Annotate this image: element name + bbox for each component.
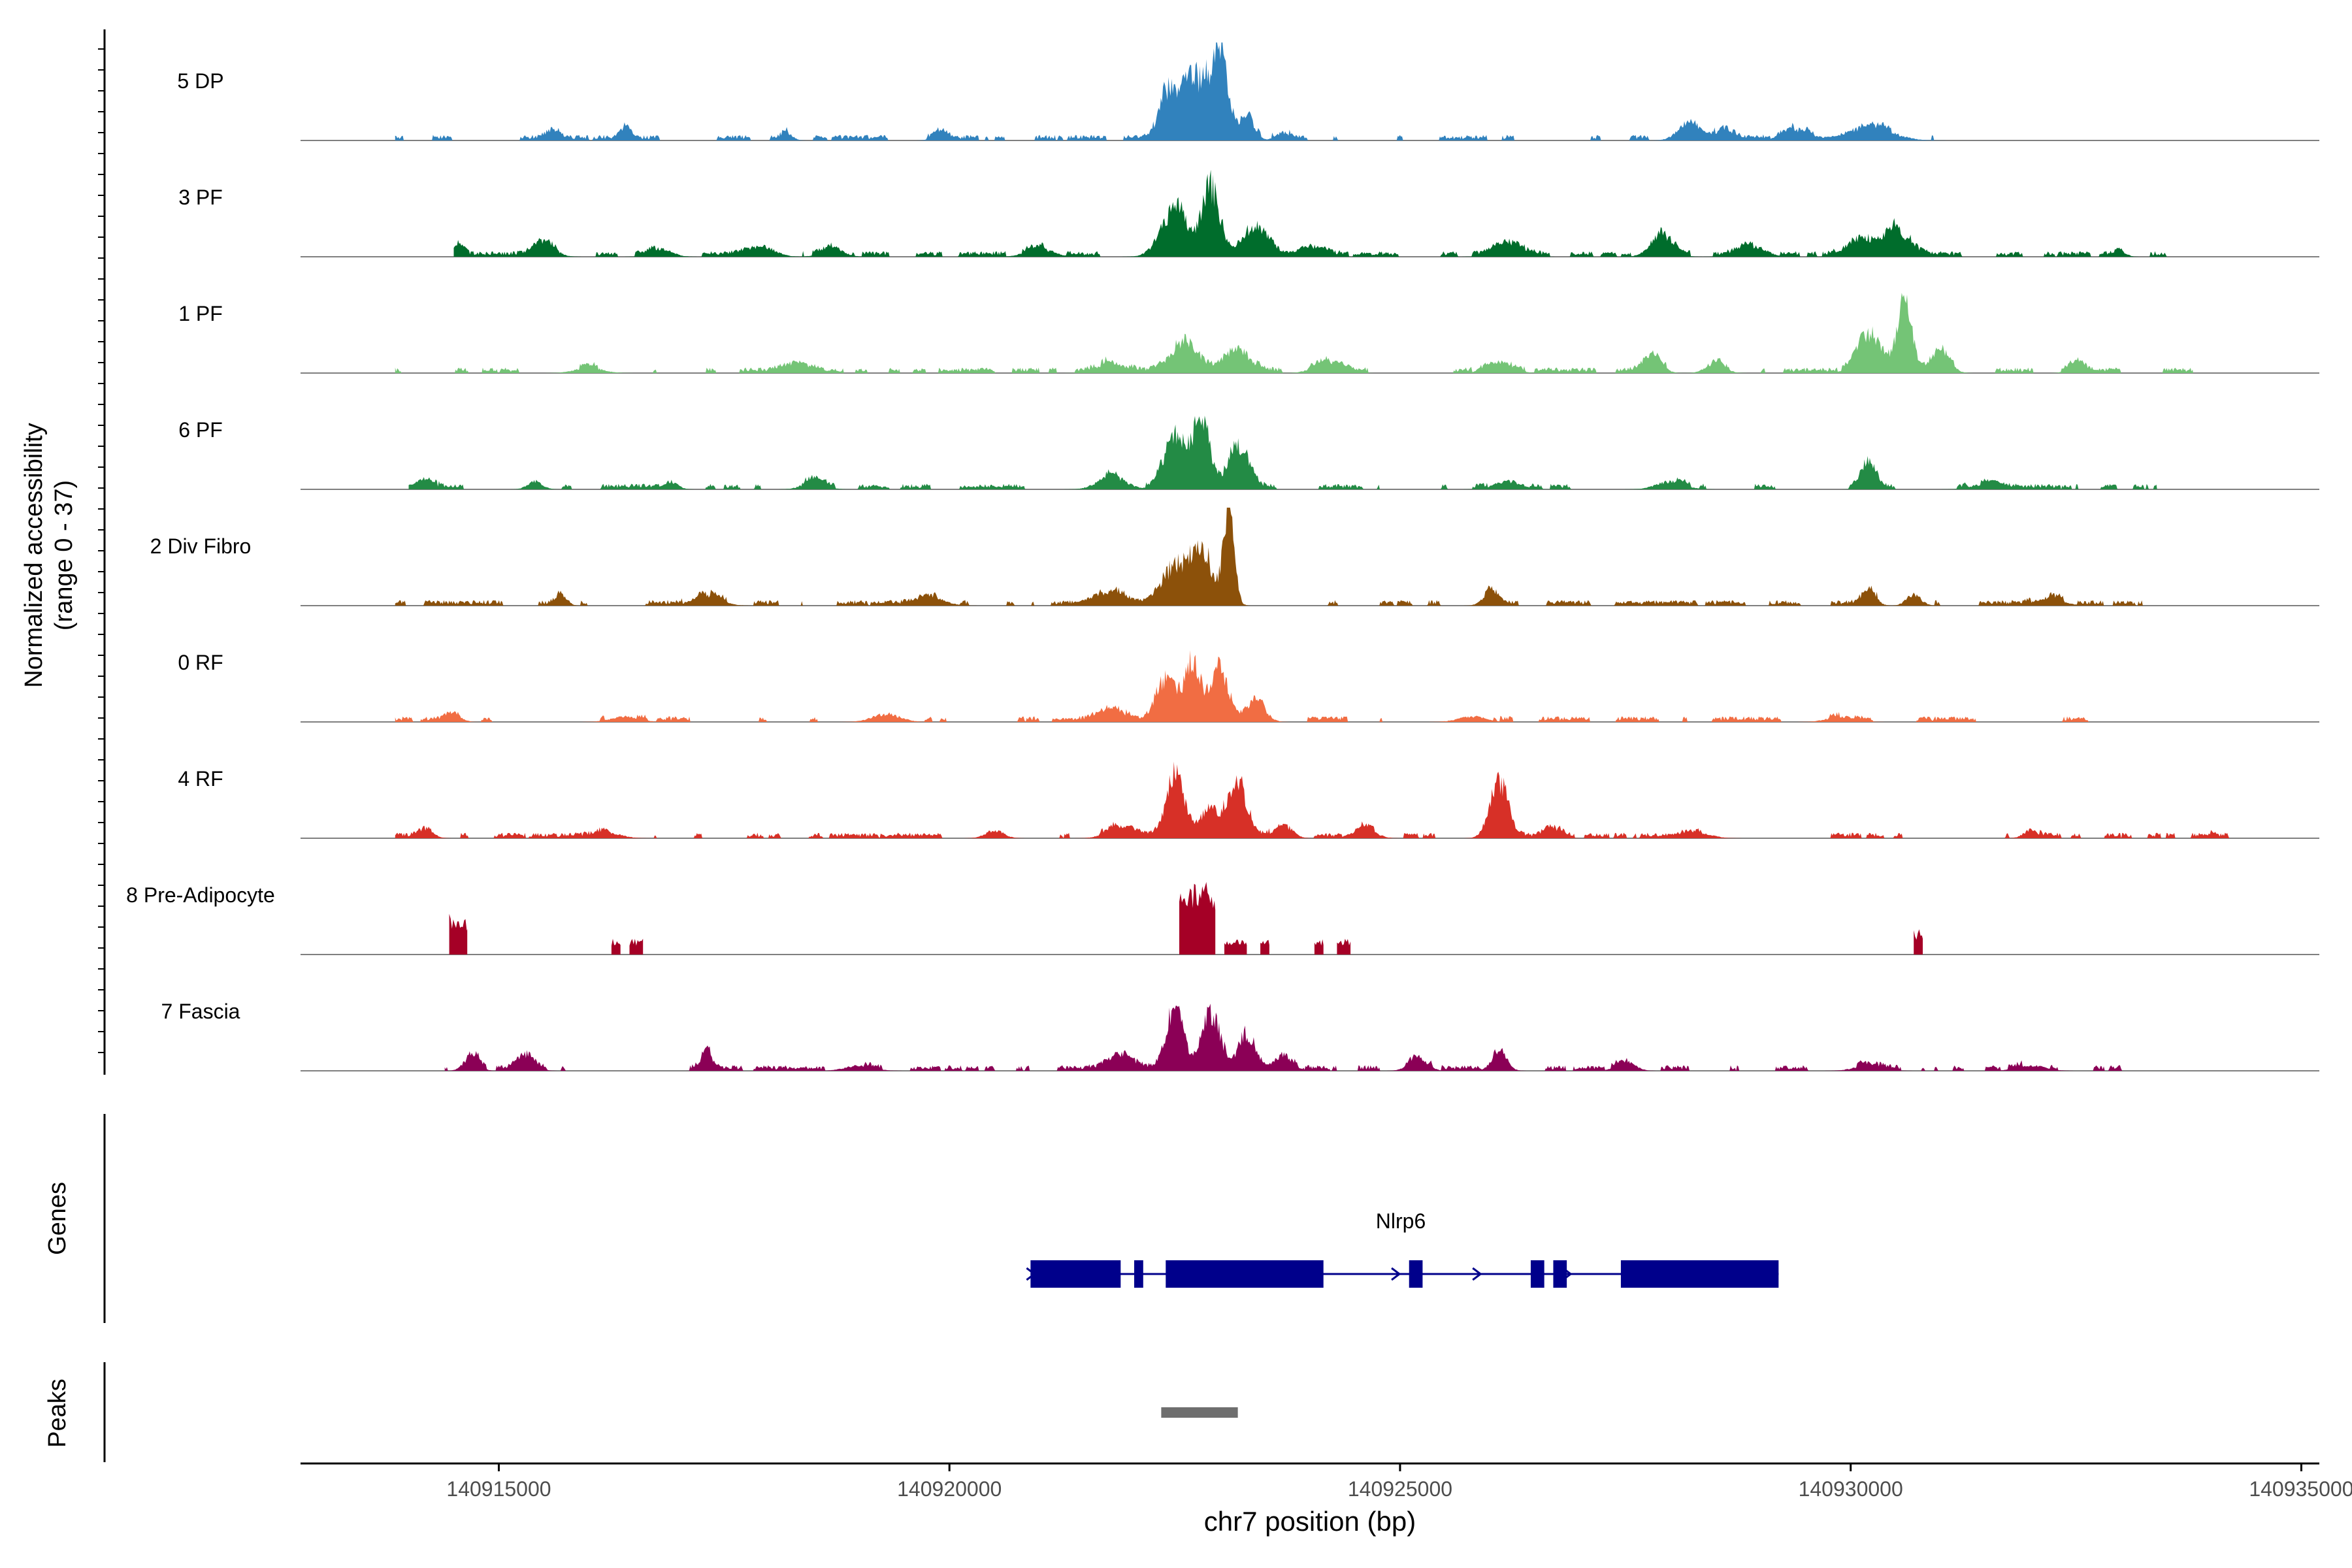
track-label: 0 RF	[178, 651, 223, 674]
x-axis: 140915000 140920000 140925000 140930000 1409…	[301, 1462, 2352, 1537]
track-label: 2 Div Fibro	[150, 534, 252, 558]
gene-exon	[1030, 1260, 1121, 1288]
x-axis-ticks: 140915000 140920000 140925000 140930000 1409…	[446, 1463, 2352, 1501]
gene-exon	[1409, 1260, 1423, 1288]
gene-exon	[1620, 1260, 1779, 1288]
track-8-pre-adipocyte: 8 Pre-Adipocyte	[126, 882, 2319, 955]
accessibility-y-axis	[98, 29, 106, 1075]
track-label: 1 PF	[178, 302, 223, 325]
coverage-area	[395, 42, 1955, 140]
coverage-area	[395, 650, 2095, 722]
coverage-area	[408, 416, 2157, 489]
peak-regions	[1161, 1407, 1238, 1418]
y-axis-title-line2: (range 0 - 37)	[50, 480, 78, 630]
x-tick-label: 140935000	[2249, 1477, 2352, 1501]
peak-region	[1161, 1407, 1238, 1418]
track-0-rf: 0 RF	[178, 650, 2319, 723]
x-tick-label: 140930000	[1799, 1477, 1903, 1501]
y-axis-title: Normalized accessibility (range 0 - 37)	[20, 423, 78, 687]
gene-exon	[1530, 1260, 1544, 1288]
track-7-fascia: 7 Fascia	[161, 1000, 2319, 1071]
gene-exon	[1134, 1260, 1143, 1288]
x-tick-label: 140920000	[897, 1477, 1002, 1501]
x-tick-label: 140925000	[1348, 1477, 1452, 1501]
track-4-rf: 4 RF	[178, 761, 2319, 839]
track-label: 3 PF	[178, 186, 223, 209]
track-2-div-fibro: 2 Div Fibro	[150, 508, 2319, 606]
track-label: 5 DP	[177, 69, 223, 93]
peaks-track-label: Peaks	[44, 1379, 71, 1448]
coverage-tracks: 5 DP 3 PF 1 PF 6 PF 2 Div Fibro 0 RF 4 RF 8 Pre…	[126, 42, 2319, 1071]
gene-exon	[1553, 1260, 1567, 1288]
track-1-pf: 1 PF	[178, 293, 2319, 374]
track-label: 8 Pre-Adipocyte	[126, 883, 275, 907]
track-label: 4 RF	[178, 767, 223, 791]
genes-track: Genes Nlrp6	[44, 1114, 1779, 1323]
y-axis-title-line1: Normalized accessibility	[20, 423, 48, 687]
gene-strand-arrow	[1472, 1267, 1482, 1281]
x-tick-label: 140915000	[446, 1477, 551, 1501]
genes-track-label: Genes	[44, 1182, 71, 1255]
track-label: 7 Fascia	[161, 1000, 240, 1023]
track-5-dp: 5 DP	[177, 42, 2319, 141]
track-label: 6 PF	[178, 418, 223, 442]
gene-exon	[1166, 1260, 1324, 1288]
gene-model	[1026, 1260, 1779, 1288]
peaks-track: Peaks	[44, 1362, 1238, 1462]
coverage-area	[449, 882, 1923, 955]
track-3-pf: 3 PF	[178, 169, 2319, 257]
x-axis-title: chr7 position (bp)	[1204, 1506, 1416, 1537]
gene-name-label: Nlrp6	[1376, 1209, 1426, 1233]
gene-strand-arrow	[1026, 1267, 1036, 1281]
track-6-pf: 6 PF	[178, 416, 2319, 490]
gene-strand-arrow	[1391, 1267, 1401, 1281]
gene-strand-arrow	[1562, 1267, 1573, 1281]
